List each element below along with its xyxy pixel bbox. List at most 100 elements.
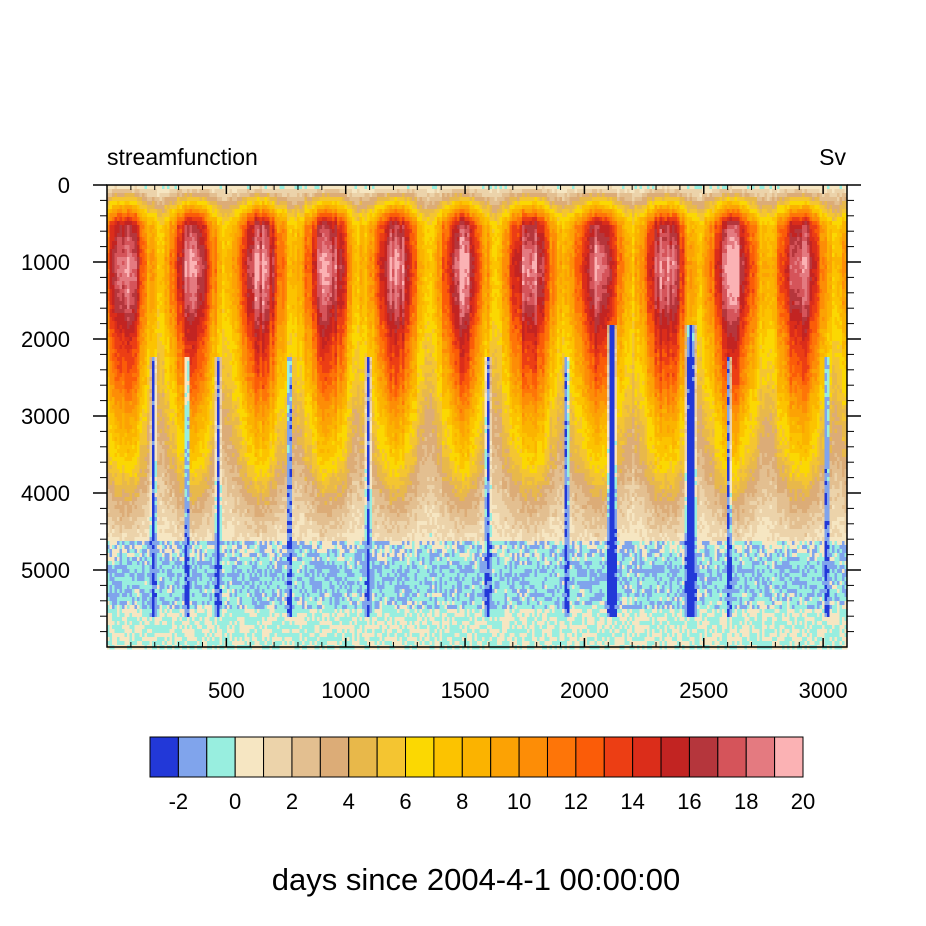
field-cell: [137, 541, 140, 545]
field-cell: [187, 425, 190, 429]
field-cell: [185, 301, 188, 305]
field-cell: [182, 233, 185, 237]
field-cell: [170, 217, 173, 221]
field-cell: [167, 365, 170, 369]
field-cell: [190, 357, 193, 361]
field-cell: [172, 249, 175, 253]
field-cell: [122, 445, 125, 449]
field-cell: [187, 333, 190, 337]
field-cell: [130, 421, 133, 425]
field-cell: [125, 261, 128, 265]
field-cell: [140, 529, 143, 533]
field-cell: [172, 533, 175, 537]
field-cell: [177, 425, 180, 429]
field-cell: [112, 621, 115, 625]
field-cell: [162, 605, 165, 609]
field-cell: [127, 421, 130, 425]
field-cell: [122, 329, 125, 333]
field-cell: [130, 609, 133, 613]
field-cell: [185, 381, 188, 385]
field-cell: [130, 581, 133, 585]
field-cell: [200, 481, 203, 485]
field-cell: [180, 485, 183, 489]
field-cell: [142, 257, 145, 261]
field-cell: [147, 413, 150, 417]
field-cell: [155, 445, 158, 449]
field-cell: [160, 537, 163, 541]
field-cell: [155, 197, 158, 201]
field-cell: [175, 625, 178, 629]
field-cell: [112, 345, 115, 349]
field-cell: [120, 505, 123, 509]
field-cell: [112, 249, 115, 253]
field-cell: [195, 561, 198, 565]
field-cell: [137, 585, 140, 589]
field-cell: [150, 397, 153, 401]
field-cell: [137, 505, 140, 509]
field-cell: [155, 497, 158, 501]
field-cell: [117, 405, 120, 409]
field-cell: [170, 389, 173, 393]
field-cell: [167, 437, 170, 441]
field-cell: [170, 261, 173, 265]
field-cell: [152, 597, 155, 601]
field-cell: [130, 229, 133, 233]
field-cell: [142, 545, 145, 549]
field-cell: [172, 193, 175, 197]
field-cell: [122, 465, 125, 469]
field-cell: [147, 265, 150, 269]
field-cell: [127, 617, 130, 621]
field-cell: [165, 313, 168, 317]
field-cell: [170, 541, 173, 545]
field-cell: [197, 629, 200, 633]
field-cell: [150, 405, 153, 409]
field-cell: [152, 217, 155, 221]
field-cell: [147, 425, 150, 429]
field-cell: [132, 473, 135, 477]
field-cell: [175, 329, 178, 333]
field-cell: [197, 541, 200, 545]
field-cell: [195, 493, 198, 497]
field-cell: [180, 357, 183, 361]
field-cell: [197, 277, 200, 281]
field-cell: [140, 241, 143, 245]
field-cell: [142, 621, 145, 625]
field-cell: [152, 477, 155, 481]
field-cell: [177, 317, 180, 321]
field-cell: [125, 453, 128, 457]
field-cell: [170, 553, 173, 557]
field-cell: [155, 357, 158, 361]
field-cell: [147, 313, 150, 317]
field-cell: [137, 621, 140, 625]
field-cell: [197, 241, 200, 245]
field-cell: [157, 453, 160, 457]
field-cell: [130, 301, 133, 305]
field-cell: [110, 557, 113, 561]
field-cell: [110, 549, 113, 553]
field-cell: [195, 317, 198, 321]
field-cell: [182, 637, 185, 641]
field-cell: [185, 637, 188, 641]
field-cell: [147, 349, 150, 353]
field-cell: [170, 341, 173, 345]
field-cell: [142, 245, 145, 249]
field-cell: [157, 261, 160, 265]
field-cell: [142, 593, 145, 597]
field-cell: [200, 349, 203, 353]
field-cell: [180, 493, 183, 497]
field-cell: [195, 597, 198, 601]
field-cell: [187, 569, 190, 573]
field-cell: [135, 261, 138, 265]
field-cell: [140, 265, 143, 269]
field-cell: [120, 477, 123, 481]
field-cell: [192, 345, 195, 349]
field-cell: [130, 481, 133, 485]
field-cell: [192, 269, 195, 273]
field-cell: [137, 529, 140, 533]
field-cell: [115, 617, 118, 621]
field-cell: [162, 465, 165, 469]
field-cell: [157, 573, 160, 577]
field-cell: [167, 453, 170, 457]
field-cell: [185, 277, 188, 281]
field-cell: [175, 313, 178, 317]
